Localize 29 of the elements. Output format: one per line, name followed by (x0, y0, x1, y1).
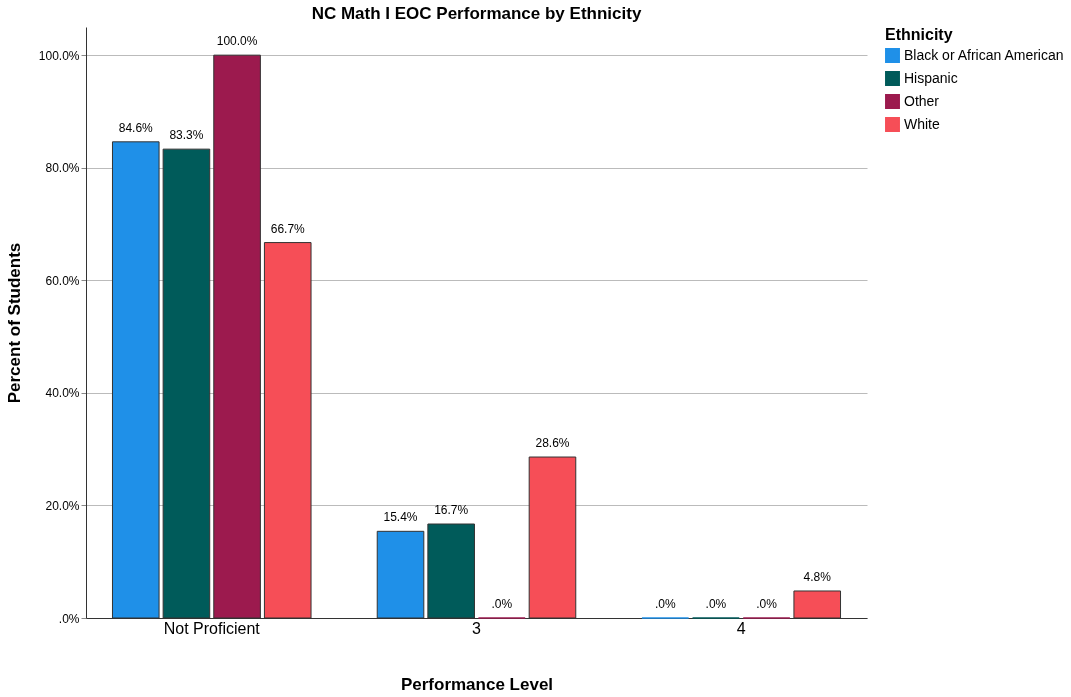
data-label: 28.6% (535, 436, 570, 451)
chart-title: NC Math I EOC Performance by Ethnicity (311, 4, 642, 23)
data-label: .0% (654, 597, 676, 611)
x-tick-label: Not Proficient (163, 619, 261, 637)
x-tick-label: 3 (472, 619, 482, 637)
data-label: 4.8% (803, 569, 832, 584)
data-label: 84.6% (118, 120, 154, 135)
x-tick-label: 4 (736, 619, 746, 637)
y-tick-label: 100.0% (38, 48, 80, 63)
data-label: 83.3% (169, 128, 204, 143)
y-axis-title: Percent of Students (4, 242, 24, 404)
data-label: 100.0% (216, 34, 258, 49)
y-tick-label: 40.0% (45, 386, 80, 401)
legend-title: Ethnicity (885, 26, 953, 43)
x-axis-title: Performance Level (400, 674, 554, 694)
data-label: .0% (491, 597, 513, 611)
legend-label: White (904, 115, 940, 132)
data-label: 66.7% (270, 221, 306, 236)
data-label: .0% (705, 597, 727, 611)
legend-label: Other (904, 92, 940, 109)
y-tick-label: 80.0% (45, 161, 80, 176)
data-label: 16.7% (434, 503, 469, 517)
y-tick-label: 20.0% (45, 498, 80, 513)
legend-label: Hispanic (904, 69, 958, 86)
legend-label: Black or African American (904, 46, 1064, 63)
data-label: .0% (756, 597, 778, 611)
data-label: 15.4% (383, 510, 418, 525)
y-tick-label: 60.0% (45, 273, 80, 288)
y-tick-label: .0% (58, 611, 80, 626)
